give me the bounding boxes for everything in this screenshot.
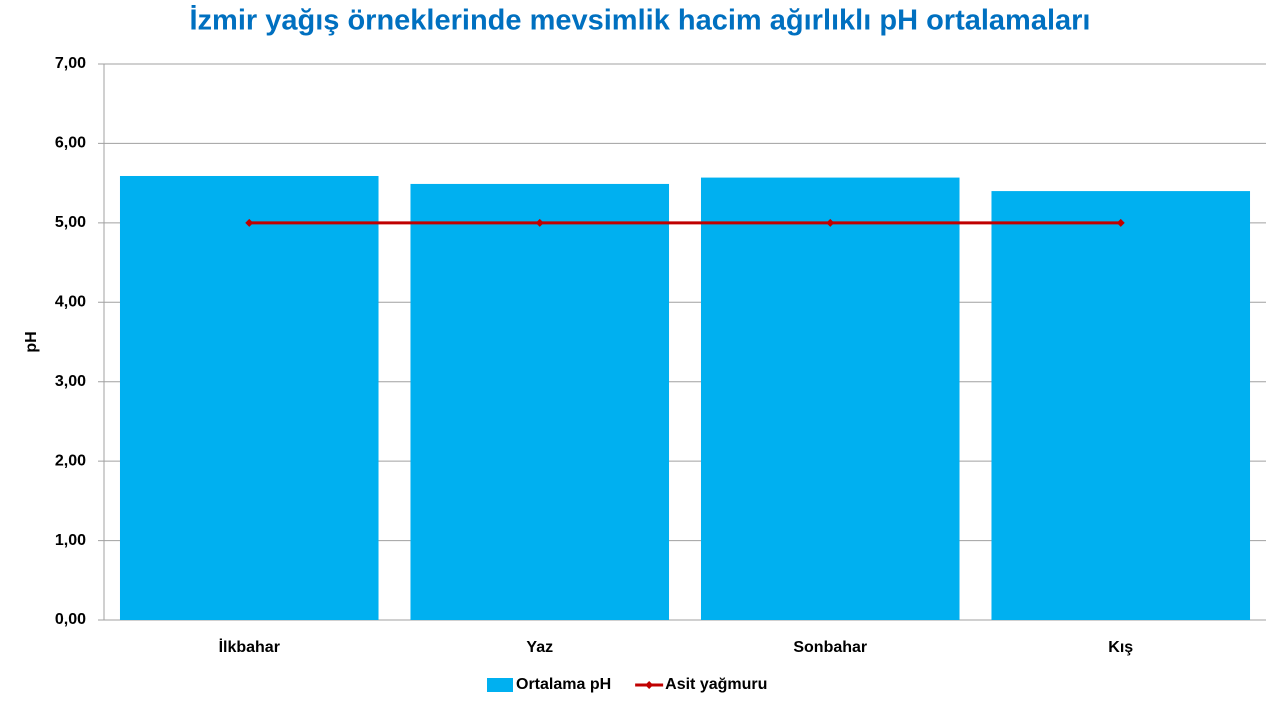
x-tick-label: Kış <box>1108 639 1133 656</box>
legend-label: Ortalama pH <box>516 676 611 693</box>
chart-title: İzmir yağış örneklerinde mevsimlik hacim… <box>190 5 1091 37</box>
y-tick-label: 3,00 <box>55 373 86 390</box>
legend-swatch-marker <box>645 681 654 689</box>
y-tick-label: 7,00 <box>55 55 86 72</box>
legend-label: Asit yağmuru <box>665 676 767 693</box>
y-axis-label: pH <box>23 331 40 352</box>
line-marker <box>1116 218 1125 227</box>
bar <box>410 183 670 621</box>
x-tick-label: İlkbahar <box>219 638 280 656</box>
line-marker <box>535 218 544 227</box>
y-tick-label: 2,00 <box>55 452 86 469</box>
bar <box>119 175 379 620</box>
y-tick-label: 0,00 <box>55 611 86 628</box>
y-tick-label: 5,00 <box>55 214 86 231</box>
x-tick-label: Sonbahar <box>793 639 867 656</box>
legend-swatch <box>487 678 513 692</box>
bar <box>991 191 1251 621</box>
line-marker <box>245 218 254 227</box>
bar <box>700 177 960 620</box>
y-tick-label: 1,00 <box>55 532 86 549</box>
x-tick-label: Yaz <box>526 639 553 656</box>
y-tick-label: 4,00 <box>55 294 86 311</box>
y-tick-label: 6,00 <box>55 135 86 152</box>
line-marker <box>826 218 835 227</box>
